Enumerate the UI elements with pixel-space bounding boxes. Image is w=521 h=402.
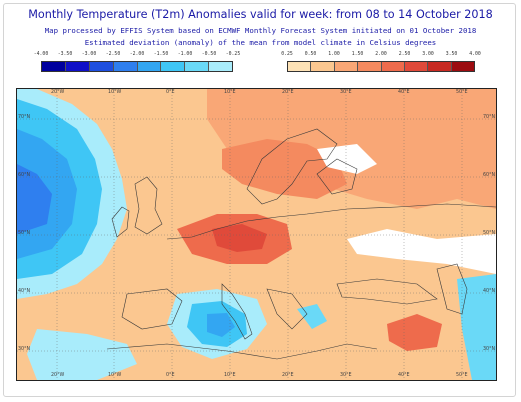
legend-positive: 0.25 0.50 1.00 1.50 2.00 2.50 3.00 3.50 4.00 <box>281 52 481 74</box>
map-coordinate-label: 20°E <box>282 90 294 95</box>
legend-color-swatch <box>209 62 232 71</box>
map-coordinate-label: 20°E <box>282 373 294 378</box>
legend-tick-label: 4.00 <box>469 52 481 57</box>
legend-color-swatch <box>358 62 382 71</box>
legend-color-swatch <box>137 62 162 71</box>
legend-tick-label: 2.50 <box>398 52 411 57</box>
legend-color-swatch <box>42 62 66 71</box>
map-coordinate-label: 20°W <box>51 90 65 95</box>
anomaly-map <box>16 88 497 381</box>
graticule <box>17 89 496 380</box>
legend-negative: -4.00 -3.50 -3.00 -2.50 -2.00 -1.50 -1.00 -0.50… <box>33 52 241 74</box>
map-coordinate-label: 10°W <box>108 90 122 95</box>
legend-color-swatch <box>381 62 405 71</box>
legend-color-swatch <box>113 62 138 71</box>
cold-anomaly-southwest <box>27 329 137 380</box>
legend-positive-ticks: 0.25 0.50 1.00 1.50 2.00 2.50 3.00 3.50 4.00 <box>281 52 481 60</box>
neutral-region-east <box>347 229 496 274</box>
map-coordinate-label: 60°N <box>18 173 31 178</box>
legend-tick-label: -3.00 <box>81 52 97 57</box>
map-coordinate-label: 40°N <box>18 289 31 294</box>
map-coordinate-label: 0°E <box>166 90 175 95</box>
coastlines <box>106 128 496 360</box>
map-coordinate-label: 70°N <box>483 115 496 120</box>
legend-tick-label: -1.50 <box>153 52 169 57</box>
legend-tick-label: -2.00 <box>129 52 145 57</box>
warm-anomaly-middle-east <box>387 314 442 351</box>
legend-tick-label: 3.50 <box>445 52 458 57</box>
warm-anomaly-core <box>212 224 267 252</box>
map-coordinate-label: 10°W <box>108 373 122 378</box>
legend-tick-label: -4.00 <box>33 52 49 57</box>
map-subtitle-processing: Map processed by EFFIS System based on E… <box>44 26 477 35</box>
coastline-italy <box>221 283 253 340</box>
legend-negative-colorbar <box>41 61 233 72</box>
cold-anomaly-mediterranean-core <box>207 313 235 337</box>
coastline-north-africa <box>106 343 378 360</box>
map-coordinate-label: 0°E <box>166 373 175 378</box>
legend-color-swatch <box>311 62 335 71</box>
coastline-scandinavia <box>246 128 338 205</box>
legend-tick-label: -0.50 <box>201 52 217 57</box>
map-coordinate-label: 50°E <box>456 373 468 378</box>
legend-positive-colorbar <box>287 61 475 72</box>
map-coordinate-label: 50°E <box>456 90 468 95</box>
cold-anomaly-southeast <box>457 274 496 380</box>
legend-tick-label: 0.25 <box>281 52 293 57</box>
legend-color-swatch <box>428 62 452 71</box>
anomaly-map-canvas <box>17 89 496 380</box>
map-coordinate-label: 40°E <box>398 90 410 95</box>
map-coordinate-label: 60°N <box>483 173 496 178</box>
figure-frame <box>3 3 516 397</box>
legend-tick-label: 2.00 <box>375 52 387 57</box>
map-coordinate-label: 30°N <box>18 347 31 352</box>
map-coordinate-label: 70°N <box>18 115 31 120</box>
coastline-north-europe <box>166 203 496 240</box>
map-coordinate-label: 10°E <box>224 373 236 378</box>
warm-anomaly-scandinavia <box>222 139 347 199</box>
legend-tick-label: -2.50 <box>105 52 121 57</box>
cold-anomaly-atlantic-core <box>17 164 52 234</box>
coastline-black-sea <box>336 278 438 305</box>
map-coordinate-label: 50°N <box>483 231 496 236</box>
map-coordinate-label: 20°W <box>51 373 65 378</box>
map-coordinate-label: 50°N <box>18 231 31 236</box>
legend-negative-ticks: -4.00 -3.50 -3.00 -2.50 -2.00 -1.50 -1.00 -0.50… <box>33 52 241 60</box>
map-coordinate-label: 10°E <box>224 90 236 95</box>
legend-tick-label: -3.50 <box>57 52 73 57</box>
coastline-great-britain <box>134 176 163 235</box>
legend-color-swatch <box>161 62 186 71</box>
legend-color-swatch <box>288 62 312 71</box>
map-coordinate-label: 30°E <box>340 90 352 95</box>
map-coordinate-label: 40°E <box>398 373 410 378</box>
map-coordinate-label: 30°N <box>483 347 496 352</box>
legend-tick-label: 1.50 <box>351 52 364 57</box>
legend-tick-label: 0.50 <box>304 52 317 57</box>
legend-color-swatch <box>89 62 114 71</box>
legend-tick-label: 3.00 <box>422 52 434 57</box>
coastline-ireland <box>111 206 130 238</box>
legend-color-swatch <box>65 62 90 71</box>
legend-tick-label: 1.00 <box>328 52 340 57</box>
map-title: Monthly Temperature (T2m) Anomalies vali… <box>28 8 493 21</box>
coastline-finland <box>316 158 358 195</box>
map-coordinate-label: 30°E <box>340 373 352 378</box>
map-subtitle-description: Estimated deviation (anomaly) of the mea… <box>84 38 437 47</box>
legend-tick-label: -1.00 <box>177 52 193 57</box>
map-coordinate-label: 40°N <box>483 289 496 294</box>
legend-color-swatch <box>404 62 429 71</box>
legend-color-swatch <box>185 62 210 71</box>
legend-color-swatch <box>334 62 359 71</box>
legend-tick-label: -0.25 <box>225 52 241 57</box>
legend-color-swatch <box>451 62 474 71</box>
